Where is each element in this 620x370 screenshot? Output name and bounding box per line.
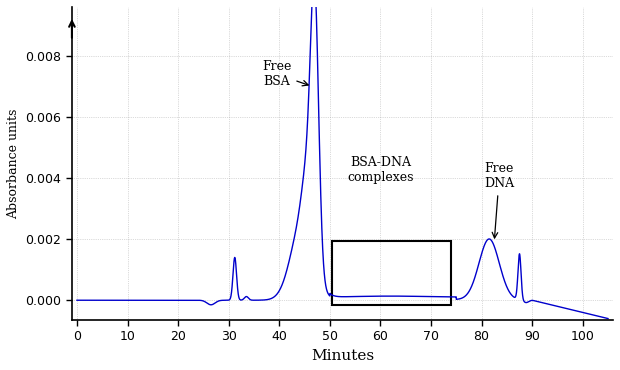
Text: Free
DNA: Free DNA (484, 162, 515, 238)
Y-axis label: Absorbance units: Absorbance units (7, 108, 20, 219)
Bar (332, 240, 451, 305)
Text: BSA-DNA
complexes: BSA-DNA complexes (347, 156, 414, 184)
Text: Free
BSA: Free BSA (262, 60, 308, 88)
X-axis label: Minutes: Minutes (311, 349, 374, 363)
